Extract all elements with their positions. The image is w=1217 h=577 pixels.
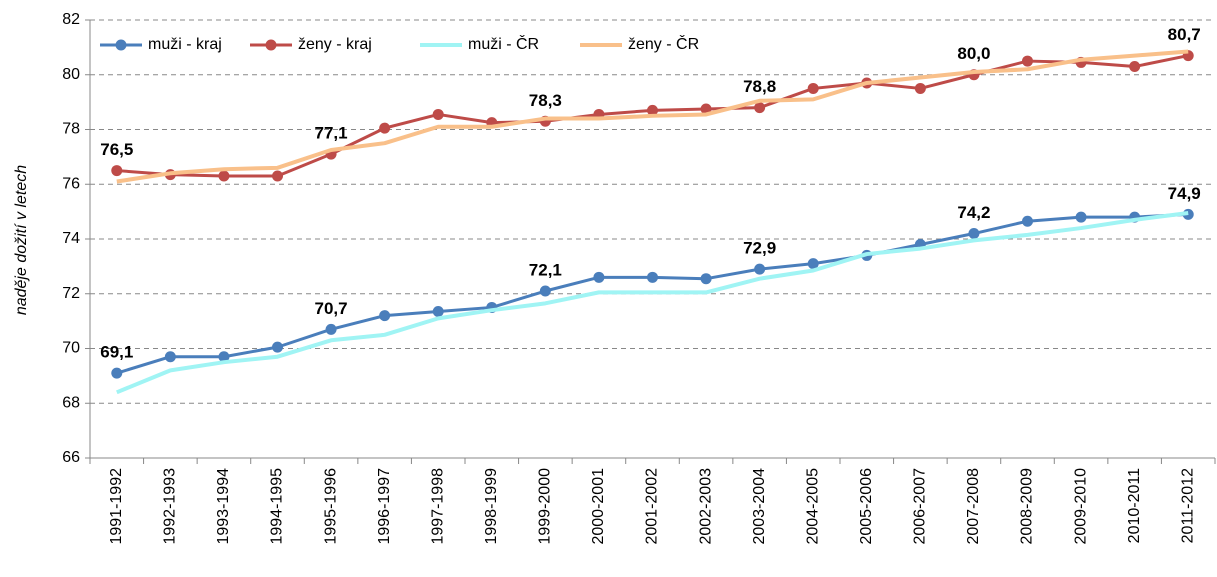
point xyxy=(272,170,283,182)
series-line xyxy=(116,49,1189,184)
data-label: 72,1 xyxy=(529,260,562,279)
point xyxy=(1022,55,1033,67)
x-tick-label: 1995-1996 xyxy=(322,468,339,545)
point xyxy=(379,122,391,134)
x-tick-label: 1993-1994 xyxy=(215,468,232,545)
x-tick-label: 2010-2011 xyxy=(1126,468,1143,543)
point xyxy=(539,285,551,297)
point xyxy=(647,271,658,283)
point xyxy=(807,258,819,270)
y-tick-label: 76 xyxy=(62,175,80,192)
x-tick-label: 2007-2008 xyxy=(965,468,982,545)
point xyxy=(593,271,605,283)
y-tick-label: 80 xyxy=(62,66,80,83)
x-tick-label: 2011-2012 xyxy=(1179,468,1196,543)
data-label: 74,9 xyxy=(1168,184,1201,203)
x-tick-label: 1998-1999 xyxy=(483,468,500,545)
data-label: 70,7 xyxy=(315,299,348,318)
x-tick-label: 2005-2006 xyxy=(858,468,875,545)
point xyxy=(218,170,230,182)
point xyxy=(325,323,337,335)
legend-label: muži - ČR xyxy=(468,34,539,53)
x-tick-label: 2003-2004 xyxy=(751,468,768,545)
data-label: 78,3 xyxy=(529,91,562,110)
data-label: 69,1 xyxy=(100,343,133,362)
legend-marker xyxy=(265,39,277,51)
x-tick-label: 2000-2001 xyxy=(590,468,607,545)
x-tick-label: 2001-2002 xyxy=(644,468,661,545)
point xyxy=(432,108,444,120)
data-label: 80,0 xyxy=(957,44,990,63)
data-label: 72,9 xyxy=(743,239,776,258)
y-tick-label: 78 xyxy=(62,121,80,138)
point xyxy=(754,102,766,114)
point xyxy=(1022,215,1033,227)
legend-label: muži - kraj xyxy=(148,36,222,53)
data-label: 76,5 xyxy=(100,140,133,159)
point xyxy=(1129,61,1141,73)
point xyxy=(968,228,980,240)
series-line xyxy=(116,211,1189,395)
point xyxy=(379,310,391,322)
legend-label: ženy - ČR xyxy=(628,34,699,53)
point xyxy=(111,367,123,379)
point xyxy=(754,263,766,275)
data-label: 80,7 xyxy=(1168,25,1201,44)
y-tick-label: 68 xyxy=(62,394,80,411)
y-tick-label: 74 xyxy=(62,230,80,247)
x-tick-label: 2008-2009 xyxy=(1019,468,1036,545)
y-tick-label: 72 xyxy=(62,285,80,302)
point xyxy=(700,273,712,285)
x-tick-label: 1994-1995 xyxy=(269,468,286,545)
y-tick-label: 82 xyxy=(62,11,80,28)
point xyxy=(914,82,926,94)
point xyxy=(1075,211,1087,223)
point xyxy=(164,351,176,363)
data-label: 77,1 xyxy=(315,124,348,143)
legend-marker xyxy=(115,39,127,51)
x-tick-label: 1997-1998 xyxy=(429,468,446,545)
point xyxy=(432,306,444,318)
point xyxy=(647,104,658,116)
x-tick-label: 2002-2003 xyxy=(697,468,714,545)
point xyxy=(272,341,283,353)
x-tick-label: 1996-1997 xyxy=(376,468,393,545)
x-tick-label: 2009-2010 xyxy=(1072,468,1089,545)
data-label: 78,8 xyxy=(743,77,776,96)
y-tick-label: 66 xyxy=(62,449,80,466)
x-tick-label: 2006-2007 xyxy=(912,468,929,545)
legend-label: ženy - kraj xyxy=(298,36,372,53)
y-axis-label: naděje dožití v letech xyxy=(13,165,30,315)
point xyxy=(807,82,819,94)
data-label: 74,2 xyxy=(957,203,990,222)
point xyxy=(218,351,230,363)
x-tick-label: 1999-2000 xyxy=(537,468,554,545)
point xyxy=(111,165,123,177)
x-tick-label: 2004-2005 xyxy=(804,468,821,545)
x-tick-label: 1991-1992 xyxy=(108,468,125,545)
y-tick-label: 70 xyxy=(62,340,80,357)
x-tick-label: 1992-1993 xyxy=(162,468,179,545)
